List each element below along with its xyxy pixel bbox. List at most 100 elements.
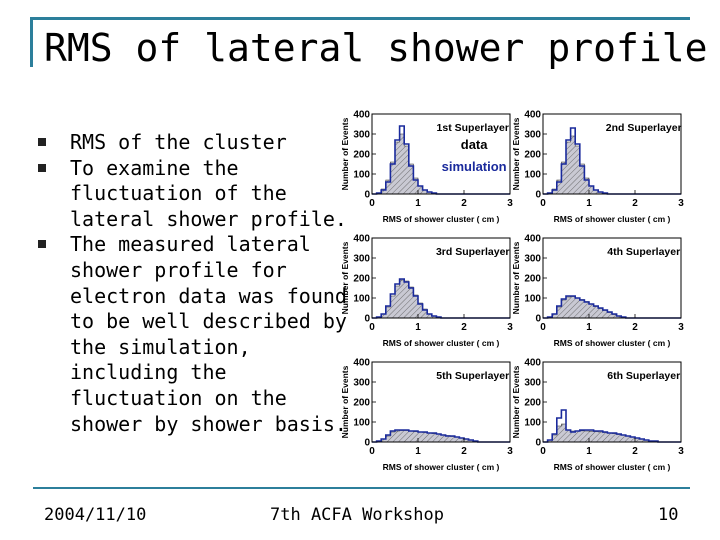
y-tick-label: 100 — [524, 418, 541, 429]
x-tick-label: 3 — [507, 322, 513, 333]
y-axis-label: Number of Events — [340, 117, 350, 190]
y-tick-label: 200 — [524, 398, 541, 409]
y-tick-label: 0 — [535, 190, 541, 201]
legend-simulation-label: simulation — [442, 159, 507, 174]
x-tick-label: 2 — [632, 322, 638, 333]
y-tick-label: 200 — [353, 150, 370, 161]
y-tick-label: 200 — [353, 274, 370, 285]
x-tick-label: 2 — [461, 322, 467, 333]
simulation-histogram — [372, 279, 510, 319]
legend-data-label: data — [461, 137, 489, 152]
x-tick-label: 1 — [415, 446, 421, 457]
y-tick-label: 200 — [353, 398, 370, 409]
panel-title: 4th Superlayer — [607, 246, 680, 258]
x-tick-label: 3 — [507, 446, 513, 457]
x-tick-label: 2 — [461, 198, 467, 209]
histogram-panel: 0 100 200 300 400 0 1 2 3 RMS of shower cluster (… — [340, 110, 513, 225]
bullet-square-icon — [38, 163, 46, 172]
panel-title: 1st Superlayer — [437, 122, 509, 134]
x-tick-label: 0 — [540, 446, 546, 457]
y-tick-label: 300 — [524, 378, 541, 389]
x-tick-label: 1 — [586, 198, 592, 209]
footer-event: 7th ACFA Workshop — [270, 505, 444, 525]
x-axis-label: RMS of shower cluster ( cm ) — [383, 214, 500, 224]
x-axis-label: RMS of shower cluster ( cm ) — [383, 462, 500, 472]
bullet-item-2: To examine the fluctuation of the latera… — [38, 156, 348, 233]
y-tick-label: 100 — [353, 170, 370, 181]
bullet-square-icon — [38, 240, 46, 249]
y-tick-label: 300 — [353, 130, 370, 141]
slide-title: RMS of lateral shower profile — [44, 26, 708, 70]
y-tick-label: 100 — [524, 294, 541, 305]
footer-date: 2004/11/10 — [44, 505, 147, 525]
x-tick-label: 1 — [586, 446, 592, 457]
bullet-item-3: The measured lateral shower profile for … — [38, 232, 348, 437]
x-tick-label: 3 — [678, 322, 684, 333]
y-tick-label: 100 — [353, 418, 370, 429]
data-histogram-line — [372, 429, 510, 443]
bullet-text-1: RMS of the cluster — [70, 130, 287, 154]
y-tick-label: 0 — [364, 314, 370, 325]
y-tick-label: 400 — [524, 110, 541, 121]
x-tick-label: 3 — [678, 198, 684, 209]
simulation-histogram — [543, 135, 681, 195]
x-axis-label: RMS of shower cluster ( cm ) — [554, 462, 671, 472]
y-tick-label: 0 — [535, 438, 541, 449]
x-axis-label: RMS of shower cluster ( cm ) — [554, 338, 671, 348]
y-tick-label: 300 — [353, 254, 370, 265]
x-tick-label: 2 — [632, 198, 638, 209]
bullet-square-icon — [38, 138, 46, 146]
panel-title: 2nd Superlayer — [606, 122, 682, 134]
footer-page-number: 10 — [658, 505, 679, 525]
y-tick-label: 200 — [524, 150, 541, 161]
histogram-panel: 0 100 200 300 400 0 1 2 3 RMS of shower cluster (… — [511, 358, 684, 473]
y-axis-label: Number of Events — [511, 365, 521, 438]
y-tick-label: 400 — [524, 234, 541, 245]
x-tick-label: 0 — [540, 322, 546, 333]
x-tick-label: 0 — [369, 198, 375, 209]
x-tick-label: 0 — [369, 446, 375, 457]
x-tick-label: 0 — [540, 198, 546, 209]
histogram-panel: 0 100 200 300 400 0 1 2 3 RMS of shower cluster (… — [511, 110, 684, 225]
x-tick-label: 0 — [369, 322, 375, 333]
y-tick-label: 200 — [524, 274, 541, 285]
x-tick-label: 1 — [415, 322, 421, 333]
y-tick-label: 400 — [353, 234, 370, 245]
x-tick-label: 1 — [415, 198, 421, 209]
bullet-item-1: RMS of the cluster — [38, 130, 348, 156]
bullet-text-2: To examine the fluctuation of the latera… — [70, 155, 347, 231]
y-axis-label: Number of Events — [340, 365, 350, 438]
x-axis-label: RMS of shower cluster ( cm ) — [383, 338, 500, 348]
x-axis-label: RMS of shower cluster ( cm ) — [554, 214, 671, 224]
simulation-histogram — [372, 430, 510, 443]
y-tick-label: 0 — [364, 190, 370, 201]
x-tick-label: 3 — [678, 446, 684, 457]
y-tick-label: 0 — [535, 314, 541, 325]
y-axis-label: Number of Events — [511, 241, 521, 314]
y-tick-label: 100 — [353, 294, 370, 305]
bullet-list: RMS of the cluster To examine the fluctu… — [38, 130, 348, 437]
slide-frame-left — [30, 17, 33, 67]
y-tick-label: 300 — [524, 130, 541, 141]
y-tick-label: 100 — [524, 170, 541, 181]
histogram-panel: 0 100 200 300 400 0 1 2 3 RMS of shower cluster (… — [340, 358, 513, 473]
x-tick-label: 3 — [507, 198, 513, 209]
histogram-panel: 0 100 200 300 400 0 1 2 3 RMS of shower cluster (… — [340, 234, 513, 349]
x-tick-label: 2 — [632, 446, 638, 457]
y-tick-label: 400 — [353, 110, 370, 121]
x-tick-label: 2 — [461, 446, 467, 457]
x-tick-label: 1 — [586, 322, 592, 333]
y-tick-label: 300 — [524, 254, 541, 265]
panel-title: 6th Superlayer — [607, 370, 680, 382]
panel-title: 5th Superlayer — [436, 370, 509, 382]
slide-frame-top — [30, 17, 690, 20]
y-axis-label: Number of Events — [511, 117, 521, 190]
bullet-text-3: The measured lateral shower profile for … — [70, 232, 347, 436]
y-tick-label: 300 — [353, 378, 370, 389]
y-tick-label: 400 — [353, 358, 370, 369]
y-axis-label: Number of Events — [340, 241, 350, 314]
panel-title: 3rd Superlayer — [436, 246, 510, 258]
y-tick-label: 0 — [364, 438, 370, 449]
histogram-panel: 0 100 200 300 400 0 1 2 3 RMS of shower cluster (… — [511, 234, 684, 349]
